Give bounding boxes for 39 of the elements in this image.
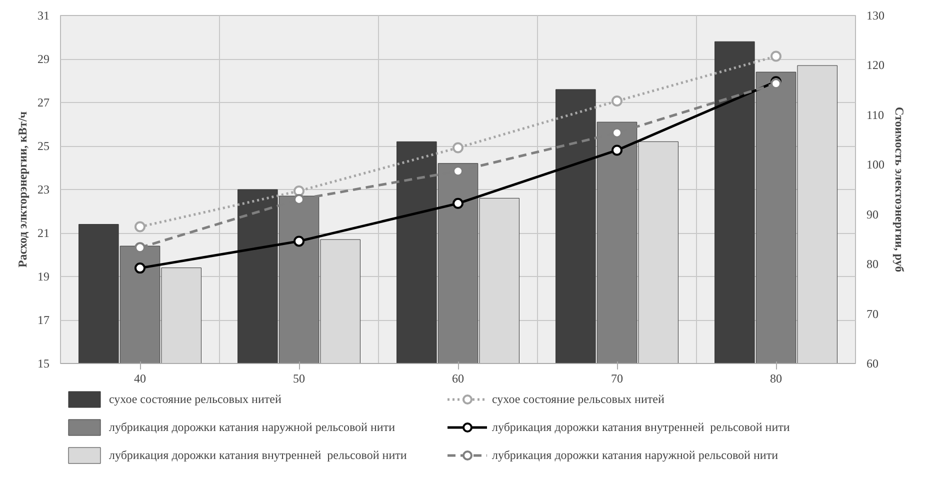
- x-tick-label: 70: [611, 372, 623, 386]
- y-tick-label: 17: [38, 313, 50, 327]
- y2-tick-label: 130: [866, 8, 884, 22]
- y-tick-label: 15: [38, 356, 50, 370]
- point: [294, 186, 304, 196]
- legend-label: лубрикация дорожки катания наружной рельсовой нити: [492, 448, 779, 462]
- y2-tick-label: 80: [866, 257, 878, 272]
- x-tick-label: 60: [452, 372, 464, 386]
- point: [134, 221, 146, 232]
- point: [452, 142, 464, 154]
- x-tick-label: 80: [770, 372, 782, 386]
- y2-tick-label: 90: [866, 207, 878, 222]
- y-tick-label: 21: [38, 226, 50, 240]
- point: [294, 236, 304, 247]
- y2-axis-title: Стоимость электоэнергии, руб: [892, 106, 906, 272]
- point: [612, 96, 622, 106]
- point: [612, 144, 622, 156]
- y-tick-label: 31: [38, 8, 50, 22]
- point: [134, 262, 146, 274]
- point: [770, 50, 782, 62]
- legend-label: лубрикация дорожки катания внутренней рельсовой нити: [492, 420, 791, 434]
- legend-label: лубрикация дорожки катания наружной рельсовой нити: [109, 420, 396, 434]
- legend-label: лубрикация дорожки катания внутренней рельсовой нити: [109, 448, 408, 462]
- x-tick-label: 40: [134, 372, 146, 386]
- y-tick-label: 27: [38, 96, 50, 110]
- y-tick-label: 25: [38, 139, 50, 153]
- x-tick-label: 50: [293, 372, 305, 386]
- legend-label: сухое состояние рельсовых нитей: [109, 392, 282, 406]
- point: [452, 198, 464, 209]
- legend-label: сухое состояние рельсовых нитей: [492, 392, 666, 406]
- y2-tick-label: 60: [866, 356, 878, 370]
- y2-tick-label: 70: [866, 306, 878, 321]
- y-axis-title: Расход элкторэнергии, кВт/ч: [16, 111, 30, 268]
- y-tick-label: 23: [38, 182, 50, 196]
- y-tick-label: 29: [38, 52, 50, 66]
- y2-tick-label: 120: [866, 58, 884, 72]
- y2-tick-label: 100: [866, 158, 884, 172]
- y2-tick-label: 110: [866, 108, 884, 122]
- y-tick-label: 19: [38, 270, 50, 284]
